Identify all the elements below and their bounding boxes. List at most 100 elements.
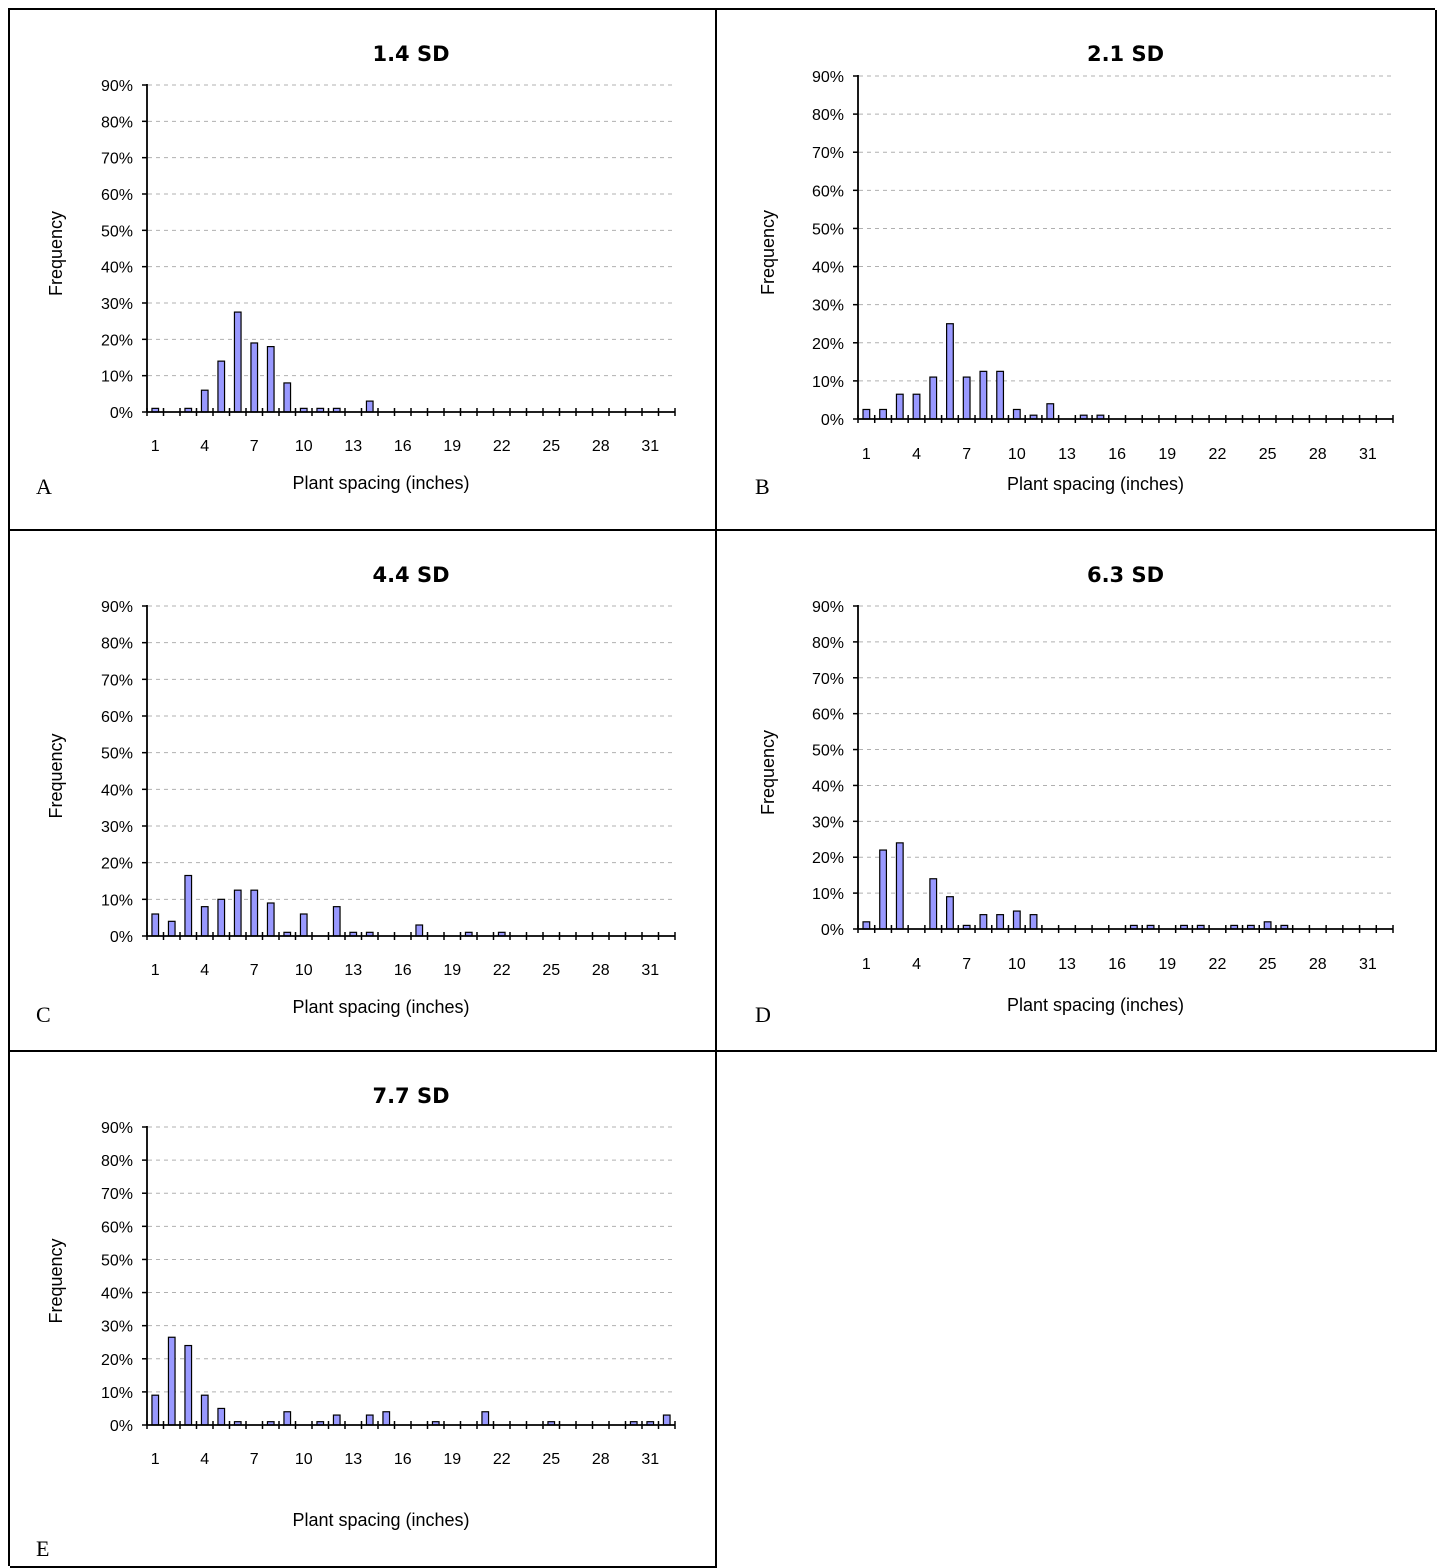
x-tick-label: 31	[1359, 446, 1377, 463]
bar	[333, 1415, 340, 1425]
x-tick-label: 25	[1259, 956, 1277, 973]
bar	[896, 843, 903, 929]
bar	[300, 914, 307, 936]
y-tick-label: 40%	[101, 782, 133, 799]
x-tick-label: 4	[200, 1451, 209, 1468]
y-tick-label: 90%	[101, 599, 133, 616]
y-tick-label: 10%	[101, 892, 133, 909]
x-tick-label: 22	[493, 962, 511, 979]
x-tick-label: 19	[1158, 446, 1176, 463]
y-axis-title: Frequency	[46, 211, 66, 296]
x-tick-label: 4	[912, 956, 921, 973]
bar	[234, 890, 241, 936]
bar	[185, 876, 192, 937]
x-tick-label: 7	[250, 962, 259, 979]
chart-c: 4.4 SD 0% 10% 20% 30% 40% 50% 60% 70% 80% 90% 1 4 7 10…	[10, 531, 717, 1052]
y-tick-label: 80%	[101, 114, 133, 131]
x-tick-label: 1	[151, 438, 160, 455]
y-axis-title: Frequency	[46, 1238, 66, 1323]
bar	[366, 401, 373, 412]
x-tick-label: 28	[1309, 446, 1327, 463]
chart-title: 1.4 SD	[372, 42, 449, 66]
x-tick-label: 7	[962, 956, 971, 973]
y-tick-label: 90%	[101, 78, 133, 95]
bar	[218, 1408, 225, 1425]
y-tick-label: 10%	[101, 1385, 133, 1402]
panel-letter: E	[36, 1536, 49, 1562]
y-tick-label: 0%	[110, 929, 133, 946]
bar	[251, 343, 258, 412]
x-tick-label: 7	[250, 1451, 259, 1468]
panel-b: 2.1 SD 0% 10% 20% 30% 40% 50% 60% 70% 80% 90% 1 4 7 10…	[717, 10, 1437, 531]
chart-b: 2.1 SD 0% 10% 20% 30% 40% 50% 60% 70% 80% 90% 1 4 7 10…	[717, 10, 1437, 531]
chart-title: 7.7 SD	[372, 1084, 449, 1108]
x-tick-label: 16	[394, 962, 412, 979]
bar	[880, 409, 887, 419]
bar	[267, 903, 274, 936]
y-tick-label: 0%	[110, 1418, 133, 1435]
x-tick-label: 7	[962, 446, 971, 463]
x-tick-label: 31	[641, 1451, 659, 1468]
y-tick-label: 40%	[101, 1286, 133, 1303]
chart-title: 6.3 SD	[1087, 563, 1164, 587]
x-tick-label: 22	[1209, 446, 1227, 463]
x-axis-title: Plant spacing (inches)	[1007, 474, 1184, 494]
bar	[416, 925, 423, 936]
bar	[201, 390, 208, 412]
bar	[980, 371, 987, 419]
chart-title: 4.4 SD	[372, 563, 449, 587]
x-tick-label: 28	[1309, 956, 1327, 973]
y-tick-label: 30%	[812, 298, 844, 315]
chart-d: 6.3 SD 0% 10% 20% 30% 40% 50% 60% 70% 80% 90% 1 4 7 10…	[717, 531, 1437, 1052]
bar	[152, 1395, 159, 1425]
bar	[234, 312, 241, 412]
chart-title: 2.1 SD	[1087, 42, 1164, 66]
y-tick-label: 50%	[101, 223, 133, 240]
x-tick-label: 1	[151, 1451, 160, 1468]
x-tick-label: 25	[1259, 446, 1277, 463]
y-tick-label: 60%	[101, 709, 133, 726]
y-tick-label: 50%	[812, 743, 844, 760]
bar	[1030, 915, 1037, 929]
y-tick-label: 70%	[101, 672, 133, 689]
y-tick-label: 80%	[812, 635, 844, 652]
x-tick-label: 31	[1359, 956, 1377, 973]
y-tick-label: 30%	[101, 1319, 133, 1336]
bar	[1013, 911, 1020, 929]
x-tick-label: 16	[394, 438, 412, 455]
panel-c: 4.4 SD 0% 10% 20% 30% 40% 50% 60% 70% 80% 90% 1 4 7 10…	[10, 531, 717, 1052]
y-tick-label: 0%	[821, 922, 844, 939]
bar	[1047, 404, 1054, 419]
x-tick-label: 10	[295, 962, 313, 979]
bar	[963, 377, 970, 419]
bar	[168, 1337, 175, 1425]
x-tick-label: 13	[1058, 956, 1076, 973]
bar	[896, 394, 903, 419]
y-tick-label: 40%	[812, 260, 844, 277]
y-tick-label: 20%	[101, 332, 133, 349]
bar	[185, 1346, 192, 1425]
y-tick-label: 20%	[101, 1352, 133, 1369]
panel-letter: A	[36, 474, 52, 500]
bar	[284, 1412, 291, 1425]
x-tick-label: 13	[344, 1451, 362, 1468]
x-tick-label: 31	[641, 962, 659, 979]
y-tick-label: 70%	[812, 671, 844, 688]
panel-a: 1.4 SD 0% 10% 20% 30% 40% 50% 60% 70% 80% 90% 1 4 7 10…	[10, 10, 717, 531]
x-tick-label: 22	[493, 438, 511, 455]
bar	[980, 915, 987, 929]
x-tick-label: 28	[592, 962, 610, 979]
x-tick-label: 25	[542, 438, 560, 455]
x-tick-label: 28	[592, 1451, 610, 1468]
bar	[997, 371, 1004, 419]
bar	[218, 361, 225, 412]
y-tick-label: 60%	[101, 187, 133, 204]
y-tick-label: 80%	[812, 107, 844, 124]
bar	[930, 377, 937, 419]
bar	[218, 899, 225, 936]
bar	[997, 915, 1004, 929]
bar	[366, 1415, 373, 1425]
x-tick-label: 16	[1108, 446, 1126, 463]
bar	[482, 1412, 489, 1425]
x-tick-label: 31	[641, 438, 659, 455]
